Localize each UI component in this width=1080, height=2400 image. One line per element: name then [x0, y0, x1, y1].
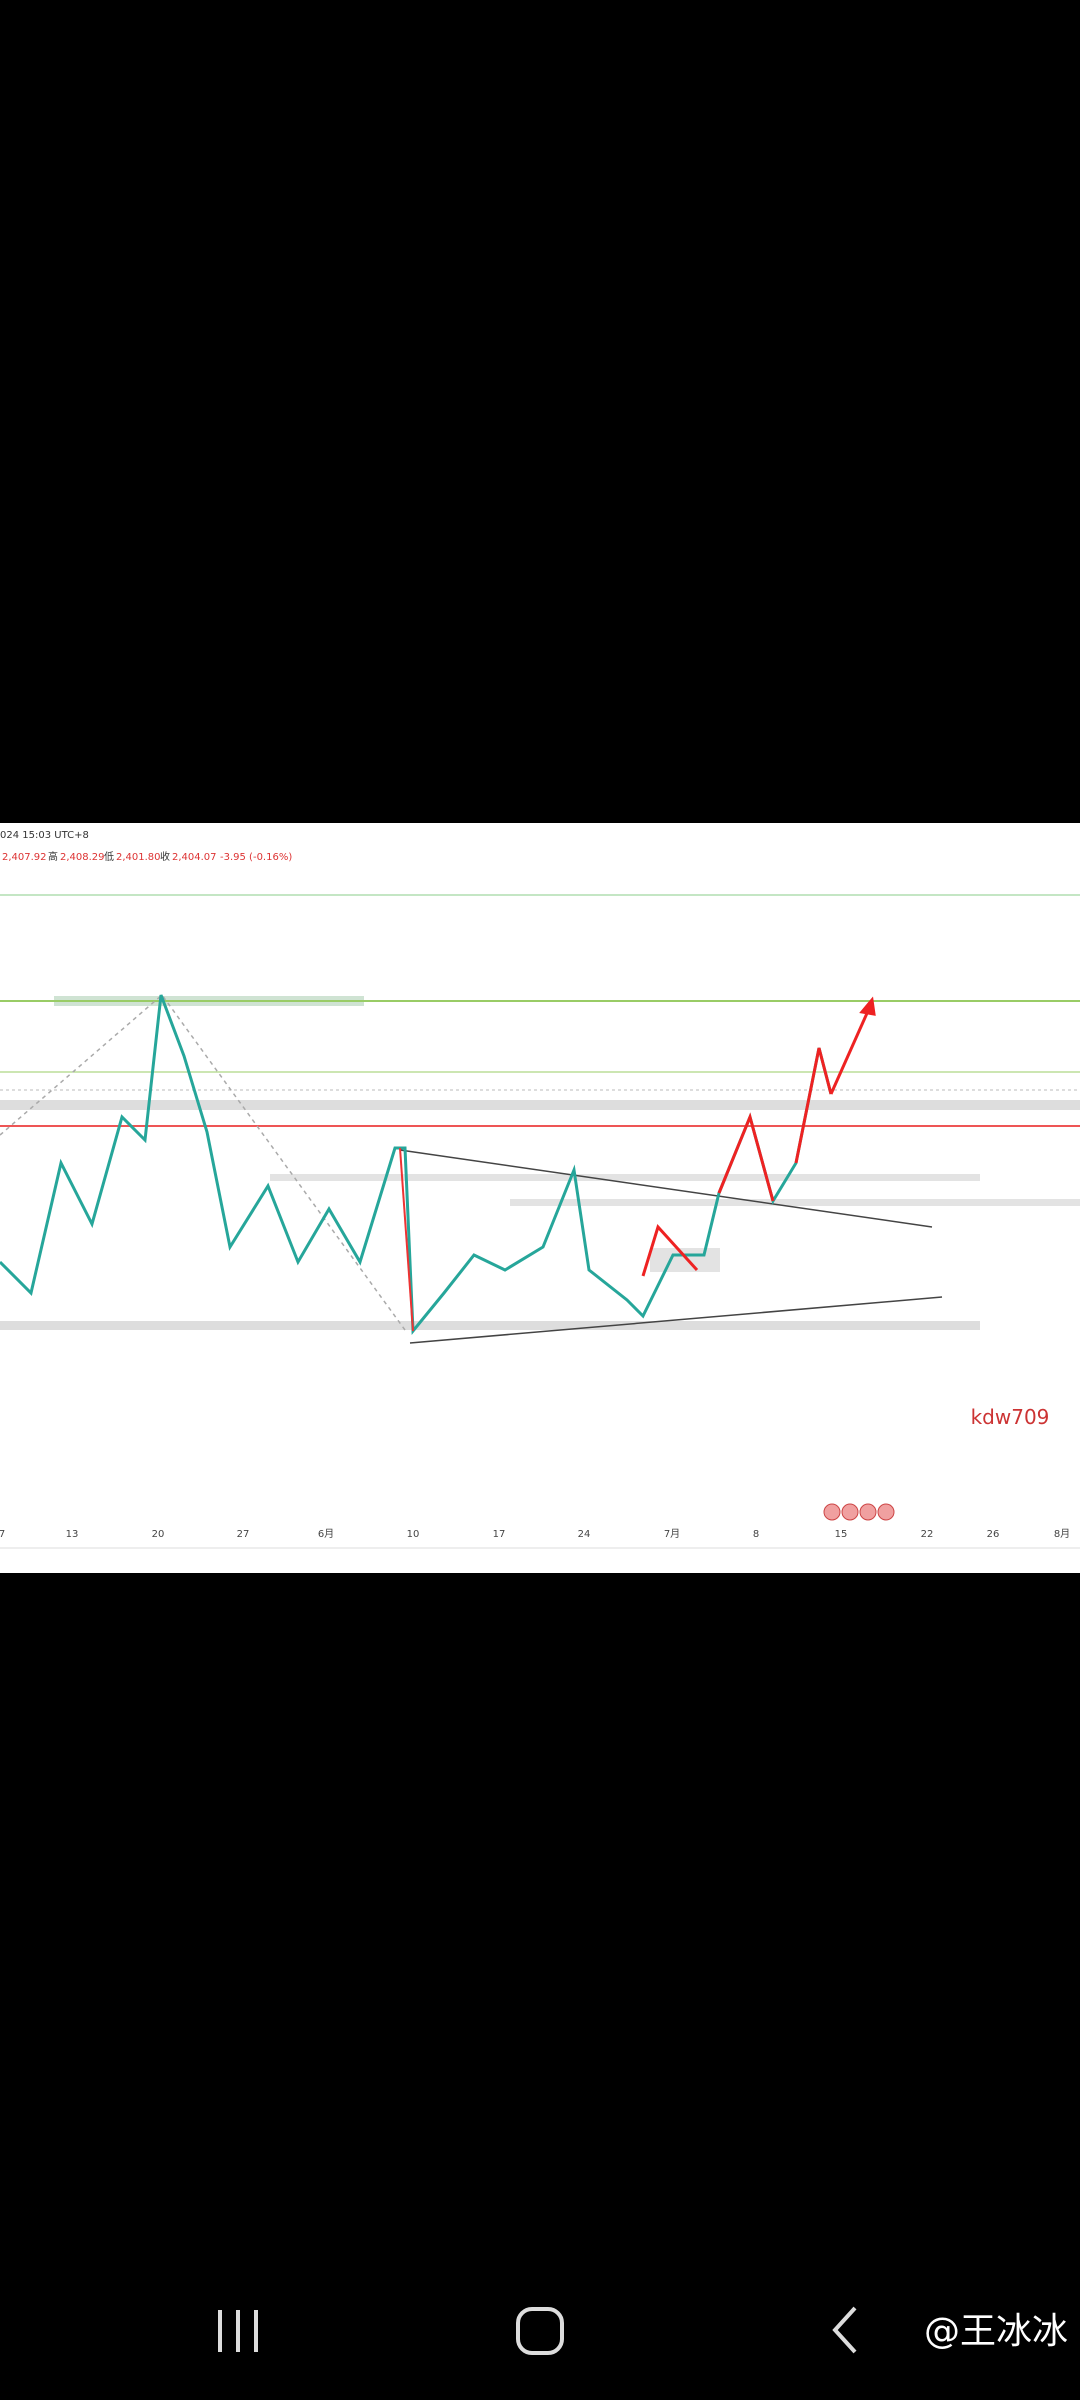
zone: [270, 1174, 980, 1181]
zone: [510, 1199, 1080, 1206]
drop-candle: [399, 1147, 414, 1332]
x-tick-label: 17: [493, 1529, 506, 1540]
trend-line: [409, 1296, 943, 1344]
x-tick-label: 7月: [664, 1528, 680, 1540]
close-value: 2,404.07: [172, 852, 217, 863]
arrows: [641, 996, 876, 1277]
low-value: 2,401.80: [116, 852, 161, 863]
recent-apps-button[interactable]: [218, 2310, 258, 2352]
x-tick-label: 7: [0, 1529, 5, 1540]
x-tick-label: 26: [987, 1529, 1000, 1540]
open-value: 2,407.92: [2, 852, 47, 863]
nav-bar: [218, 2306, 857, 2355]
change-value: -3.95 (-0.16%): [220, 852, 292, 863]
x-tick-label: 6月: [318, 1528, 334, 1540]
arrow: [794, 1047, 833, 1164]
arrow: [829, 1001, 874, 1095]
low-label: 低: [104, 850, 114, 863]
chart-panel: [0, 823, 1080, 1573]
arrow-head: [859, 996, 876, 1016]
event-icon: [823, 1503, 841, 1521]
arrow: [641, 1224, 699, 1277]
x-axis: 7 13 20 27 6月 10 17 24 7月 8 15 22 26 8月: [0, 1528, 1070, 1540]
x-tick-label: 20: [152, 1529, 165, 1540]
zone: [0, 1321, 980, 1330]
back-button[interactable]: [832, 2306, 857, 2354]
brand: @王冰冰: [924, 2311, 1068, 2352]
x-tick-label: 22: [921, 1529, 934, 1540]
event-icons: [823, 1503, 895, 1521]
x-tick-label: 13: [66, 1529, 79, 1540]
x-tick-label: 24: [578, 1529, 591, 1540]
close-label: 收: [160, 850, 170, 863]
zone: [0, 1100, 1080, 1110]
x-tick-label: 8月: [1054, 1528, 1070, 1540]
trend-line: [399, 1149, 933, 1228]
zone: [650, 1248, 720, 1272]
home-button[interactable]: [516, 2307, 564, 2355]
x-tick-label: 15: [835, 1529, 848, 1540]
event-icon: [841, 1503, 859, 1521]
high-value: 2,408.29: [60, 852, 105, 863]
event-icon: [877, 1503, 895, 1521]
arrow: [717, 1112, 775, 1202]
watermark: kdw709: [971, 1405, 1050, 1429]
x-tick-label: 8: [753, 1529, 759, 1540]
levels: [0, 894, 1080, 1330]
event-icon: [859, 1503, 877, 1521]
x-tick-label: 27: [237, 1529, 250, 1540]
x-tick-label: 10: [407, 1529, 420, 1540]
time-label: 024 15:03 UTC+8: [0, 830, 89, 841]
high-label: 高: [48, 850, 58, 863]
